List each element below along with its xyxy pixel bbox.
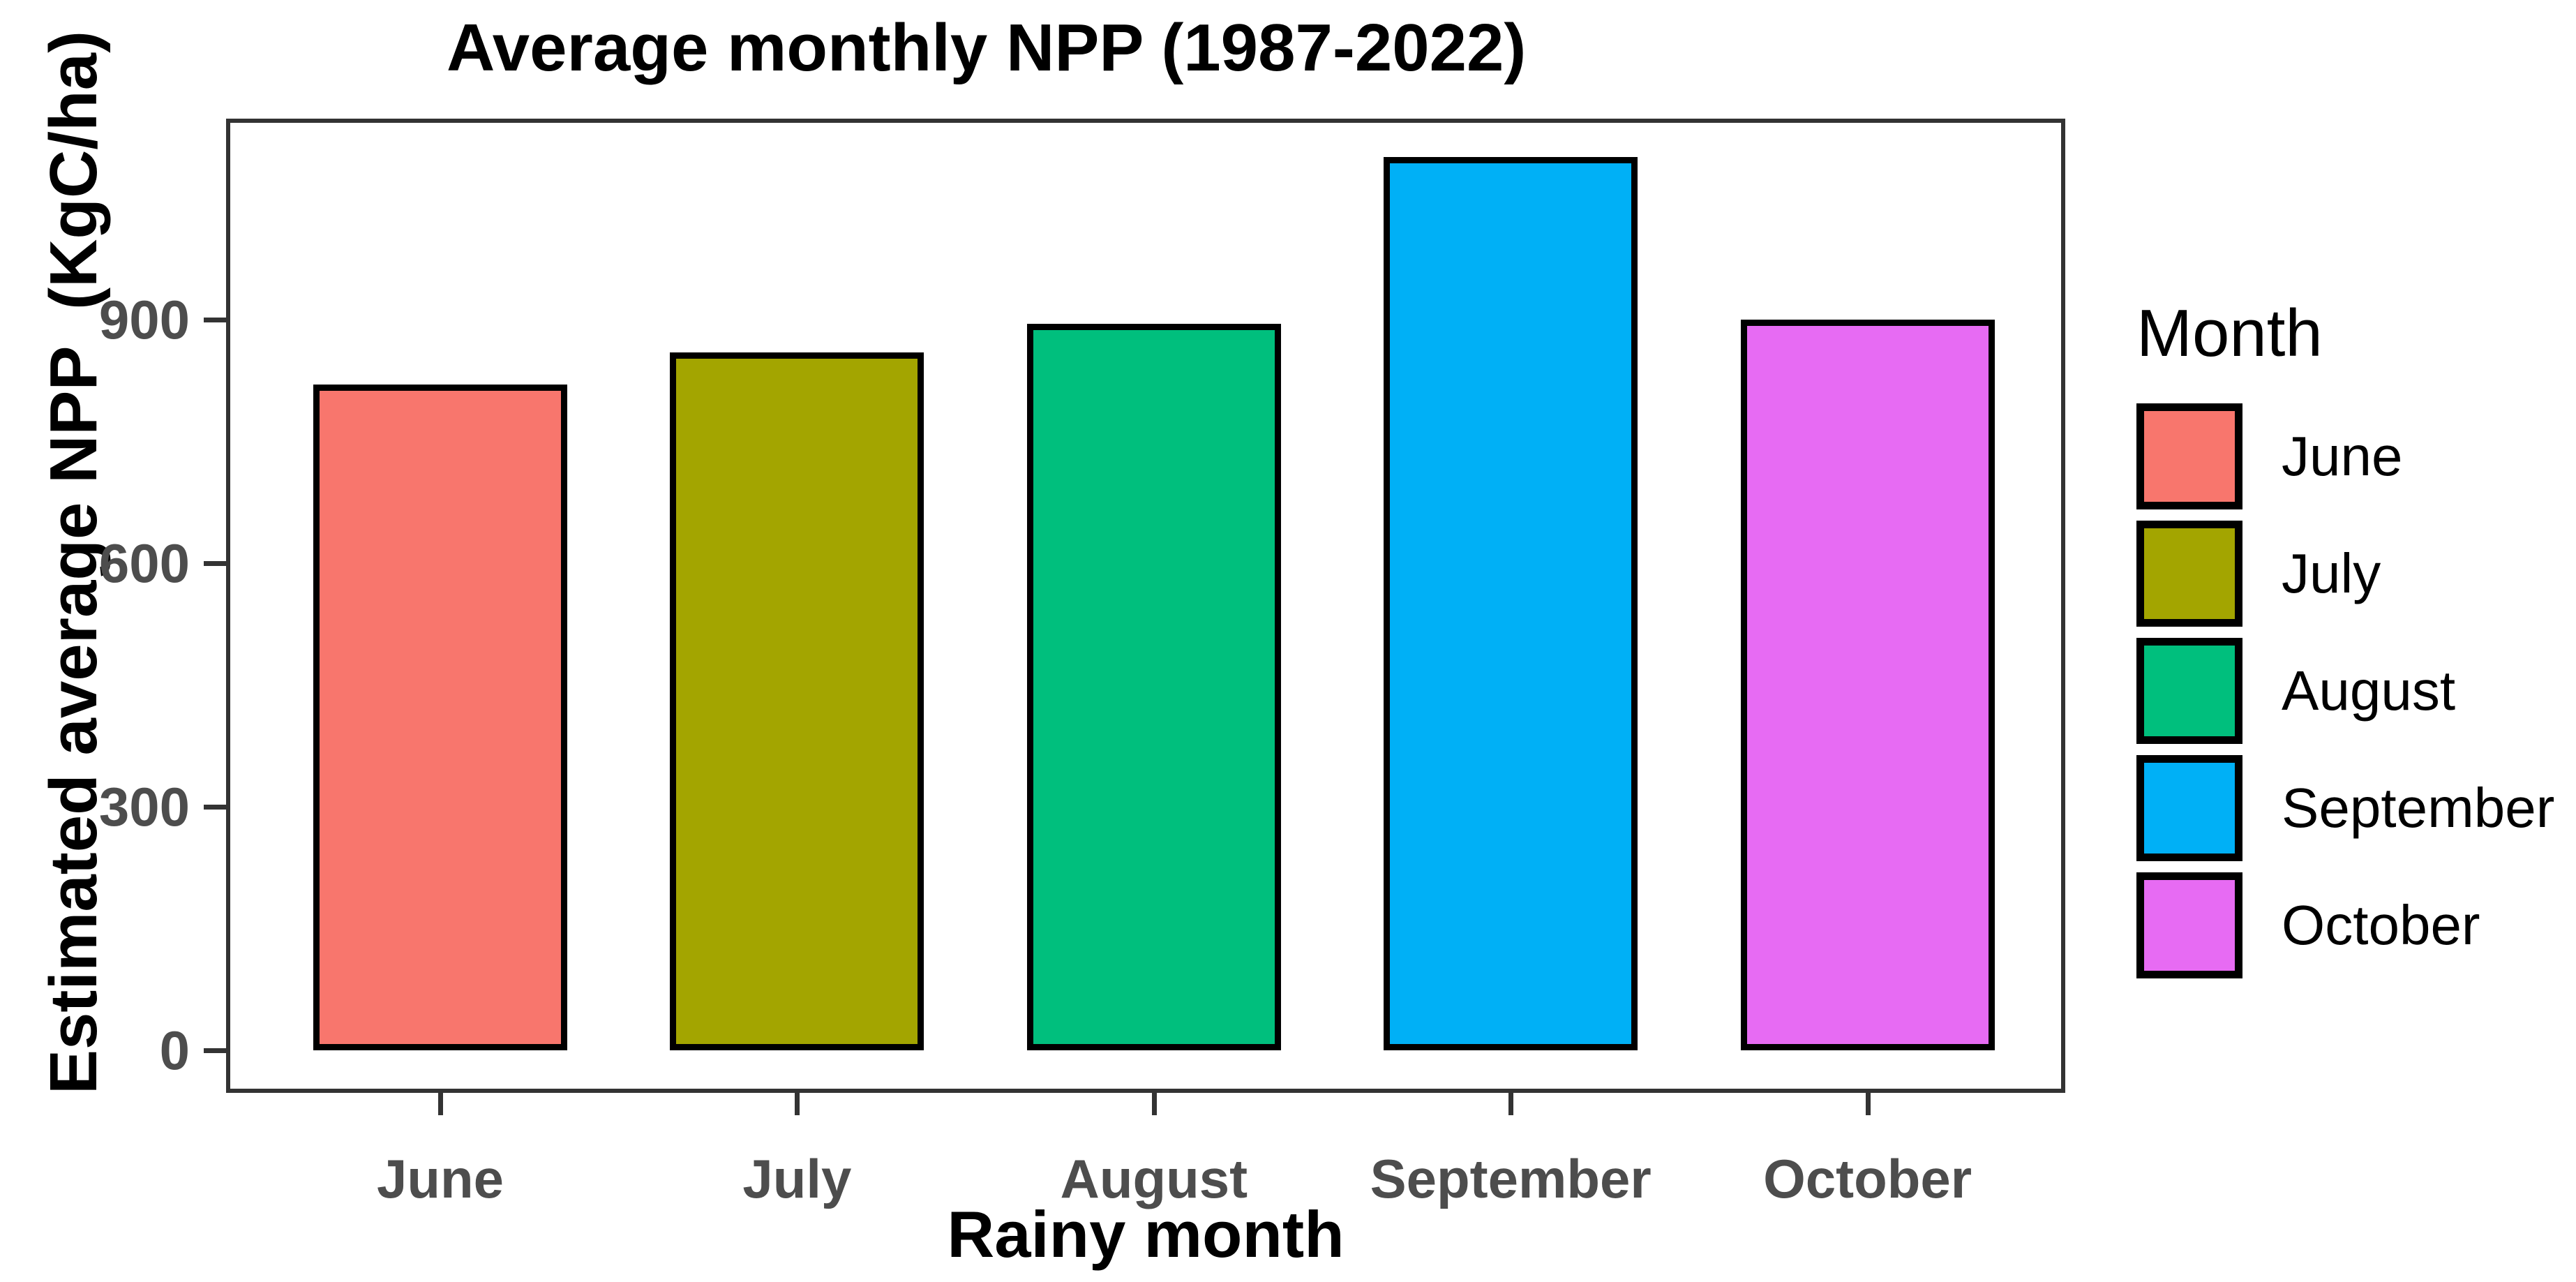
legend-label-july: July bbox=[2282, 542, 2381, 604]
x-tick-label-june: June bbox=[376, 1148, 504, 1209]
y-tick-mark-0 bbox=[204, 1048, 226, 1053]
legend-swatch-october bbox=[2136, 872, 2242, 978]
x-tick-mark-august bbox=[1151, 1093, 1157, 1115]
x-tick-label-october: October bbox=[1763, 1148, 1972, 1209]
bar-august bbox=[1026, 323, 1281, 1050]
y-tick-label-0: 0 bbox=[159, 1020, 190, 1081]
legend-swatch-july bbox=[2136, 521, 2242, 627]
x-tick-label-september: September bbox=[1370, 1148, 1652, 1209]
legend-item-july: July bbox=[2136, 521, 2554, 627]
legend-swatch-june bbox=[2136, 403, 2242, 509]
x-axis-title: Rainy month bbox=[947, 1198, 1345, 1271]
x-tick-mark-july bbox=[795, 1093, 800, 1115]
y-tick-label-900: 900 bbox=[98, 289, 190, 351]
legend: Month June July August September October bbox=[2136, 300, 2554, 990]
y-tick-mark-300 bbox=[204, 805, 226, 810]
legend-label-june: June bbox=[2282, 425, 2403, 487]
x-tick-label-july: July bbox=[742, 1148, 852, 1209]
x-tick-label-august: August bbox=[1060, 1148, 1248, 1209]
legend-item-august: August bbox=[2136, 638, 2554, 744]
bar-october bbox=[1740, 320, 1995, 1050]
chart-title: Average monthly NPP (1987-2022) bbox=[447, 10, 1527, 85]
bar-june bbox=[313, 385, 567, 1050]
bar-september bbox=[1384, 157, 1638, 1050]
bar-july bbox=[670, 352, 924, 1050]
legend-label-october: October bbox=[2282, 894, 2480, 956]
legend-swatch-august bbox=[2136, 638, 2242, 744]
legend-item-june: June bbox=[2136, 403, 2554, 509]
plot-panel bbox=[226, 119, 2065, 1093]
x-tick-mark-october bbox=[1865, 1093, 1871, 1115]
y-tick-mark-900 bbox=[204, 318, 226, 323]
y-tick-mark-600 bbox=[204, 561, 226, 567]
x-tick-mark-september bbox=[1508, 1093, 1514, 1115]
legend-item-october: October bbox=[2136, 872, 2554, 978]
legend-items: June July August September October bbox=[2136, 403, 2554, 978]
legend-item-september: September bbox=[2136, 755, 2554, 861]
legend-label-august: August bbox=[2282, 659, 2456, 722]
legend-label-september: September bbox=[2282, 777, 2555, 839]
x-tick-mark-june bbox=[438, 1093, 443, 1115]
legend-title: Month bbox=[2136, 296, 2323, 371]
y-tick-label-300: 300 bbox=[98, 776, 190, 837]
legend-swatch-september bbox=[2136, 755, 2242, 861]
y-tick-label-600: 600 bbox=[98, 532, 190, 595]
